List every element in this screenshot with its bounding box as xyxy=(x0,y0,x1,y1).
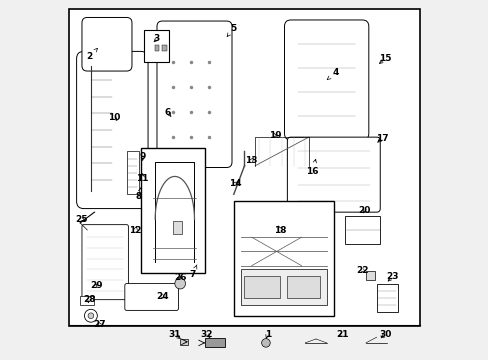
Bar xyxy=(244,276,280,298)
Text: 13: 13 xyxy=(245,156,257,165)
Text: 10: 10 xyxy=(108,113,120,122)
Bar xyxy=(180,339,188,345)
FancyBboxPatch shape xyxy=(124,284,178,310)
Text: 15: 15 xyxy=(379,54,391,63)
Bar xyxy=(144,30,169,62)
FancyBboxPatch shape xyxy=(82,225,128,300)
FancyBboxPatch shape xyxy=(77,51,148,208)
Text: 4: 4 xyxy=(326,68,338,80)
FancyBboxPatch shape xyxy=(157,21,231,167)
Bar xyxy=(69,9,419,327)
Circle shape xyxy=(261,339,270,347)
Text: 32: 32 xyxy=(201,330,213,339)
FancyBboxPatch shape xyxy=(284,20,368,140)
Text: 21: 21 xyxy=(336,330,348,339)
Text: 6: 6 xyxy=(164,108,171,117)
Text: 14: 14 xyxy=(229,179,242,188)
Text: 8: 8 xyxy=(136,188,142,201)
Text: 19: 19 xyxy=(268,131,281,140)
Text: 17: 17 xyxy=(375,134,387,143)
Text: 25: 25 xyxy=(76,215,88,224)
Text: 24: 24 xyxy=(156,292,168,301)
Text: 16: 16 xyxy=(305,159,318,176)
Text: 30: 30 xyxy=(379,330,391,339)
Text: 2: 2 xyxy=(86,48,97,61)
Bar xyxy=(287,276,319,298)
Bar xyxy=(162,45,166,51)
Bar xyxy=(80,296,94,305)
FancyBboxPatch shape xyxy=(287,137,380,212)
Text: 3: 3 xyxy=(154,35,160,44)
Circle shape xyxy=(84,309,97,322)
Bar xyxy=(205,338,224,347)
Text: 31: 31 xyxy=(168,330,181,339)
Text: 20: 20 xyxy=(357,206,369,215)
Text: 1: 1 xyxy=(264,330,270,339)
Bar xyxy=(241,269,326,305)
Bar xyxy=(126,152,139,194)
Text: 22: 22 xyxy=(355,266,368,275)
Bar xyxy=(173,221,182,234)
Circle shape xyxy=(175,278,185,289)
Circle shape xyxy=(88,313,94,319)
Text: 12: 12 xyxy=(129,225,142,234)
Text: 18: 18 xyxy=(273,225,286,234)
Text: 9: 9 xyxy=(139,152,145,161)
Bar xyxy=(344,216,380,244)
Text: 5: 5 xyxy=(226,24,236,36)
Text: 28: 28 xyxy=(82,295,95,304)
Text: 27: 27 xyxy=(93,320,106,329)
Text: 26: 26 xyxy=(174,273,186,282)
Text: 23: 23 xyxy=(386,272,398,281)
Bar xyxy=(155,45,159,51)
Bar xyxy=(141,148,205,273)
Bar xyxy=(233,202,333,316)
Bar xyxy=(365,271,374,280)
FancyBboxPatch shape xyxy=(82,18,132,71)
Text: 11: 11 xyxy=(136,174,149,183)
Text: 29: 29 xyxy=(90,281,102,290)
Text: 7: 7 xyxy=(189,265,197,279)
Bar xyxy=(376,284,397,312)
